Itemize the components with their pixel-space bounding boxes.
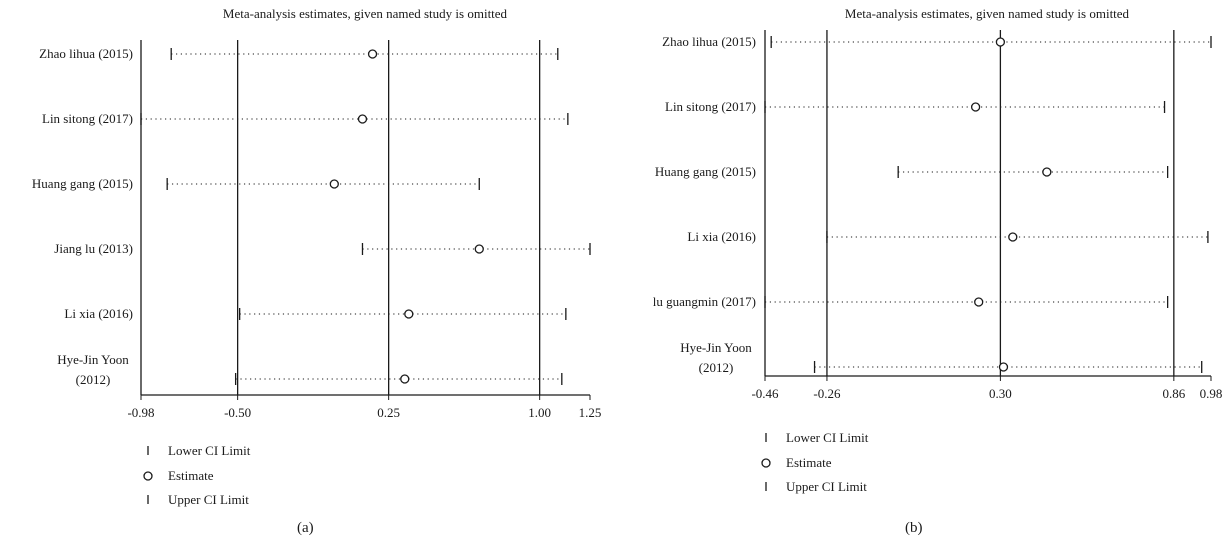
study-label: Jiang lu (2013) [54, 241, 133, 256]
estimate-marker [995, 37, 1006, 47]
estimate-marker [970, 102, 981, 112]
panel-label-a: (a) [297, 520, 314, 536]
x-tick-label: -0.26 [813, 386, 841, 401]
estimate-marker [998, 362, 1009, 372]
estimate-marker [1008, 232, 1018, 242]
estimate-marker [329, 179, 339, 189]
study-label: (2012) [76, 372, 111, 387]
legend-lower-ci-label: Lower CI Limit [168, 443, 251, 458]
study-label: Zhao lihua (2015) [39, 46, 133, 61]
study-label: Hye-Jin Yoon [680, 340, 752, 355]
estimate-marker [400, 374, 410, 384]
x-tick-label: 1.25 [579, 405, 602, 420]
legend-upper-ci-label: Upper CI Limit [168, 492, 249, 507]
legend-estimate-label: Estimate [168, 468, 214, 483]
study-label: Lin sitong (2017) [42, 111, 133, 126]
study-label: lu guangmin (2017) [653, 294, 756, 309]
chart-title: Meta-analysis estimates, given named stu… [223, 6, 508, 21]
x-tick-label: 0.25 [377, 405, 400, 420]
legend-lower-ci-label: Lower CI Limit [786, 430, 869, 445]
study-label: Li xia (2016) [64, 306, 133, 321]
forest-plot-b: Meta-analysis estimates, given named stu… [653, 6, 1223, 494]
estimate-marker [357, 114, 368, 124]
x-tick-label: -0.50 [224, 405, 251, 420]
study-label: Li xia (2016) [687, 229, 756, 244]
x-tick-label: -0.46 [751, 386, 779, 401]
estimate-marker [404, 309, 414, 319]
panel-label-b: (b) [905, 520, 923, 536]
legend-estimate-symbol [761, 458, 771, 468]
x-tick-label: 1.00 [528, 405, 551, 420]
legend-estimate-label: Estimate [786, 455, 832, 470]
study-label: Huang gang (2015) [655, 164, 756, 179]
study-label: Lin sitong (2017) [665, 99, 756, 114]
study-label: Zhao lihua (2015) [662, 34, 756, 49]
study-label: Hye-Jin Yoon [57, 352, 129, 367]
legend-estimate-symbol [143, 471, 153, 481]
x-tick-label: 0.86 [1162, 386, 1185, 401]
legend-upper-ci-label: Upper CI Limit [786, 479, 867, 494]
x-tick-label: -0.98 [127, 405, 154, 420]
estimate-marker [974, 297, 984, 307]
study-label: (2012) [699, 360, 734, 375]
x-tick-label: 0.30 [989, 386, 1012, 401]
study-label: Huang gang (2015) [32, 176, 133, 191]
forest-plot-a: Meta-analysis estimates, given named stu… [32, 6, 602, 507]
x-tick-label: 0.98 [1200, 386, 1223, 401]
estimate-marker [367, 49, 378, 59]
estimate-marker [1042, 167, 1052, 177]
chart-title: Meta-analysis estimates, given named stu… [845, 6, 1130, 21]
estimate-marker [474, 244, 484, 254]
